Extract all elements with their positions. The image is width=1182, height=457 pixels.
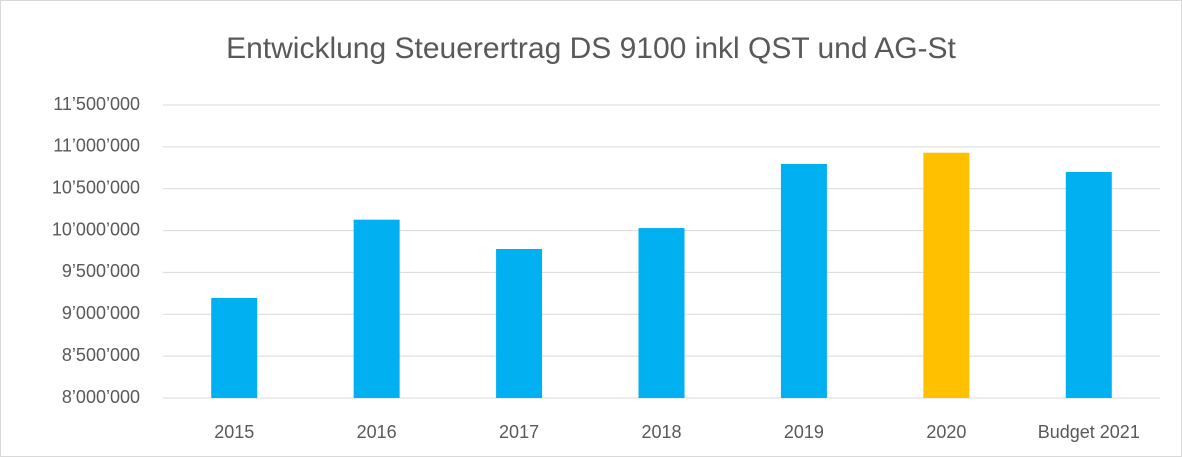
x-tick-label: 2015	[214, 422, 254, 442]
y-tick-label: 9’500’000	[62, 261, 140, 281]
y-tick-label: 9’000’000	[62, 303, 140, 323]
bar	[1065, 171, 1112, 398]
x-tick-label: 2016	[357, 422, 397, 442]
y-tick-label: 8’500’000	[62, 345, 140, 365]
bar	[353, 219, 400, 398]
bar	[780, 164, 827, 398]
x-tick-label: 2020	[926, 422, 966, 442]
y-tick-label: 8’000’000	[62, 387, 140, 407]
y-tick-label: 10’000’000	[52, 219, 140, 239]
x-tick-label: 2018	[641, 422, 681, 442]
x-tick-label: 2019	[784, 422, 824, 442]
bar	[496, 248, 543, 398]
bar	[923, 152, 970, 398]
chart-title: Entwicklung Steuerertrag DS 9100 inkl QS…	[226, 32, 956, 65]
x-tick-label: Budget 2021	[1038, 422, 1140, 442]
bar	[638, 228, 685, 398]
bar	[211, 297, 258, 398]
y-tick-label: 10’500’000	[52, 177, 140, 197]
y-tick-label: 11’000’000	[53, 136, 140, 156]
y-tick-label: 11’500’000	[53, 94, 140, 114]
x-tick-label: 2017	[499, 422, 539, 442]
